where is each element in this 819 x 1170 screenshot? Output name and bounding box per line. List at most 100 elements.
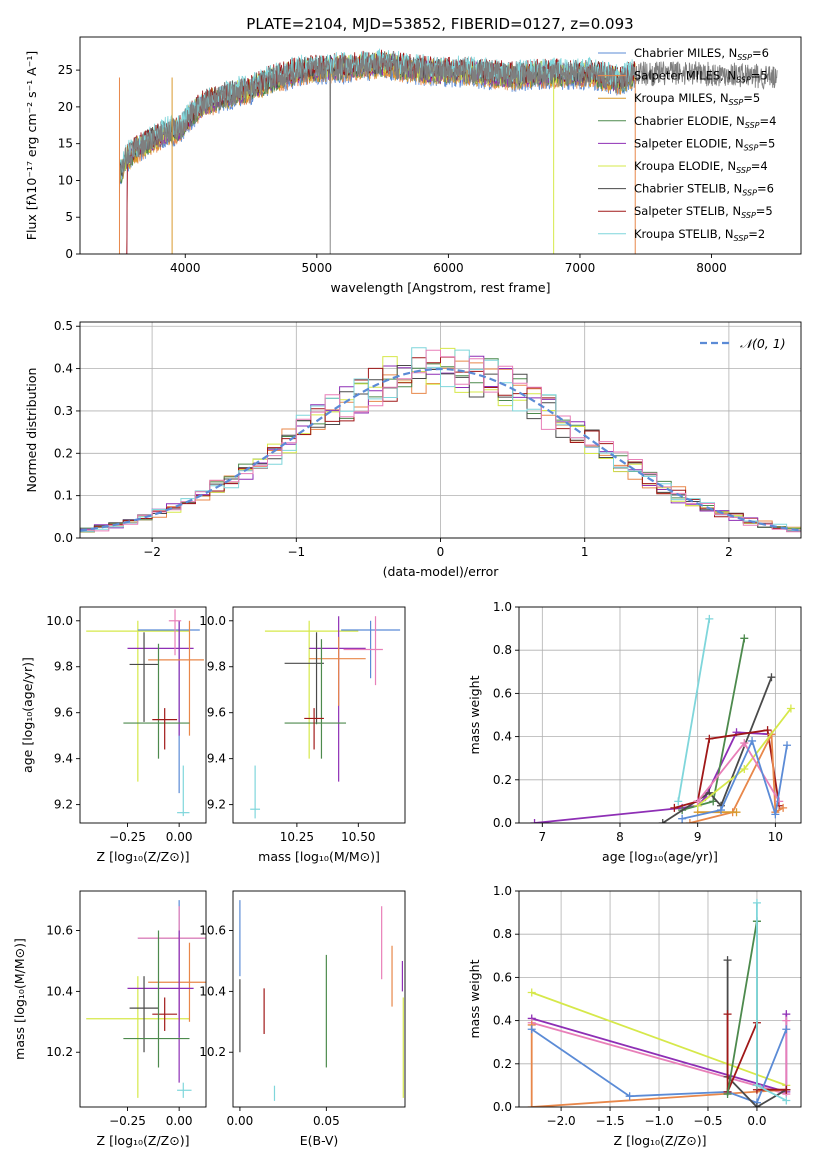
mass_vs_Z-ytick-label: 10.4 <box>46 984 73 998</box>
mass_weight_vs_Z-ylabel: mass weight <box>467 959 482 1038</box>
plus-marker <box>767 673 776 682</box>
plus-marker <box>693 797 702 806</box>
spectrum-data-line <box>119 52 778 254</box>
spectrum-xlabel: wavelength [Angstrom, rest frame] <box>330 280 550 295</box>
mass_weight_vs_age-ylabel: mass weight <box>467 675 482 754</box>
mass_vs_Z-spines <box>79 890 207 1108</box>
residuals-xtick-label: 1 <box>581 545 589 559</box>
plus-marker <box>530 819 539 823</box>
mass-weight-line <box>756 902 787 1102</box>
mass_vs_Z-xtick-label: 0.00 <box>166 1114 193 1128</box>
residual-legend: 𝒩(0, 1) <box>700 336 786 351</box>
age_vs_mass-ytick-label: 9.2 <box>207 798 226 812</box>
mass_vs_EBV-spines <box>232 890 406 1108</box>
mass-weight-line <box>677 618 711 802</box>
plus-marker <box>527 988 536 997</box>
residuals-ytick-label: 0.4 <box>54 362 73 376</box>
mass_weight_vs_age-xtick-label: 9 <box>694 830 702 844</box>
mass_weight_vs_Z-xtick-label: −2.0 <box>547 1114 576 1128</box>
spectrum-frame: 4000 5000 6000 7000 8000 0 5 10 15 20 25 wavelength… <box>24 36 802 295</box>
mass_weight_vs_Z-ytick-label: 0.2 <box>493 1057 512 1071</box>
mass_weight_vs_Z-ytick-label: 0.0 <box>493 1100 512 1114</box>
mass_weight_vs_Z-xtick-label: −1.0 <box>644 1114 673 1128</box>
residuals-xtick-label: −1 <box>287 545 305 559</box>
age_vs_Z-ytick-label: 9.6 <box>54 706 73 720</box>
mass_weight_vs_age-spines <box>518 606 802 824</box>
plus-marker <box>527 1025 536 1034</box>
age_vs_mass-ytick-label: 9.8 <box>207 660 226 674</box>
age_vs_Z-ytick-label: 9.4 <box>54 752 73 766</box>
mass_weight_vs_Z-ytick-label: 0.4 <box>493 1014 512 1028</box>
mass_vs_EBV-xtick-label: 0.00 <box>227 1114 254 1128</box>
plus-marker <box>775 797 784 806</box>
age_vs_Z-ylabel: age [log₁₀(age/yr)] <box>20 657 35 773</box>
plus-marker <box>705 614 714 623</box>
plus-marker <box>625 1092 634 1101</box>
mass_vs_EBV-frame: 0.00 0.05 10.2 10.4 10.6 E(B-V) <box>199 890 406 1148</box>
plus-marker <box>782 1025 791 1034</box>
plus-marker <box>674 797 683 806</box>
mass_vs_Z-ytick-label: 10.2 <box>46 1045 73 1059</box>
mass_weight_vs_age-xlabel: age [log₁₀(age/yr)] <box>602 849 718 864</box>
age_vs_mass-xtick-label: 10.25 <box>280 830 314 844</box>
age_vs_mass-ytick-label: 9.6 <box>207 706 226 720</box>
age_vs_mass-xlabel: mass [log₁₀(M/M⊙)] <box>258 849 380 864</box>
mass_weight_vs_age-xtick-label: 7 <box>538 830 546 844</box>
plus-marker <box>782 1016 791 1025</box>
spectrum-ylabel: Flux [fλ10⁻¹⁷ erg cm⁻² s⁻¹ A⁻¹] <box>24 51 39 240</box>
age_vs_mass-ytick-label: 10.0 <box>199 614 226 628</box>
spectrum-spines <box>79 36 802 255</box>
legend-label: Salpeter STELIB, NSSP=5 <box>634 204 773 220</box>
residuals-ylabel: Normed distribution <box>24 368 39 493</box>
spectrum-xtick-label: 5000 <box>302 261 333 275</box>
mass_weight_vs_Z-lines <box>527 898 791 1107</box>
residuals-xtick-label: 2 <box>725 545 733 559</box>
plus-marker <box>748 736 757 745</box>
mass_weight_vs_age-ytick-label: 0.8 <box>493 643 512 657</box>
plus-marker <box>723 1090 732 1099</box>
residuals-xtick-label: 0 <box>437 545 445 559</box>
age_vs_Z-ytick-label: 10.0 <box>46 614 73 628</box>
plus-marker <box>716 806 725 815</box>
plus-marker <box>782 1085 791 1094</box>
residuals-ytick-label: 0.1 <box>54 489 73 503</box>
mass_weight_vs_age-lines <box>530 614 795 823</box>
age_vs_Z-bars <box>86 609 204 817</box>
mass-weight-line <box>726 921 758 1095</box>
legend-label: Salpeter MILES, NSSP=5 <box>634 69 768 85</box>
residuals-ytick-label: 0.5 <box>54 319 73 333</box>
mass_weight_vs_Z-spines <box>518 890 802 1108</box>
mass_vs_Z-bars <box>86 900 206 1098</box>
spectrum-ytick-label: 15 <box>58 137 73 151</box>
mass_vs_Z-xlabel: Z [log₁₀(Z/Z⊙)] <box>97 1133 190 1148</box>
mass_vs_Z-frame: −0.25 0.00 10.2 10.4 10.6 Z [log₁₀(Z/Z⊙)] mass… <box>12 890 207 1148</box>
mass_vs_EBV-ytick-label: 10.2 <box>199 1045 226 1059</box>
figure-title: PLATE=2104, MJD=53852, FIBERID=0127, z=0… <box>246 15 633 33</box>
age_vs_Z-ytick-label: 9.8 <box>54 660 73 674</box>
residual-steps <box>80 347 801 533</box>
residuals-ytick-label: 0.2 <box>54 446 73 460</box>
plus-marker <box>527 1103 536 1107</box>
plus-marker <box>678 814 687 823</box>
plus-marker <box>786 704 795 713</box>
legend-label: Chabrier STELIB, NSSP=6 <box>634 182 774 198</box>
spectrum-ytick-label: 25 <box>58 63 73 77</box>
legend-label: Kroupa MILES, NSSP=5 <box>634 91 760 107</box>
spectrum-ytick-label: 10 <box>58 173 73 187</box>
normal-curve <box>80 367 801 532</box>
age_vs_mass-bars <box>250 616 401 819</box>
mass_weight_vs_age-ytick-label: 0.6 <box>493 686 512 700</box>
spectrum-model-line <box>119 56 636 254</box>
plus-marker <box>782 1096 791 1105</box>
plus-marker <box>732 808 741 817</box>
plus-marker <box>685 819 694 823</box>
mass_weight_vs_age-ytick-label: 0.2 <box>493 773 512 787</box>
mass_weight_vs_age-xtick-label: 8 <box>616 830 624 844</box>
residuals-xtick-label: −2 <box>143 545 161 559</box>
residuals-xlabel: (data-model)/error <box>383 564 500 579</box>
mass_weight_vs_Z-frame: −2.0 −1.5 −1.0 −0.5 0.0 0.0 0.2 0.4 0.6 0.8 1.0 Z [… <box>467 884 802 1148</box>
age_vs_Z-xlabel: Z [log₁₀(Z/Z⊙)] <box>97 849 190 864</box>
mass_vs_EBV-ytick-label: 10.4 <box>199 984 226 998</box>
plus-marker <box>752 1103 761 1107</box>
